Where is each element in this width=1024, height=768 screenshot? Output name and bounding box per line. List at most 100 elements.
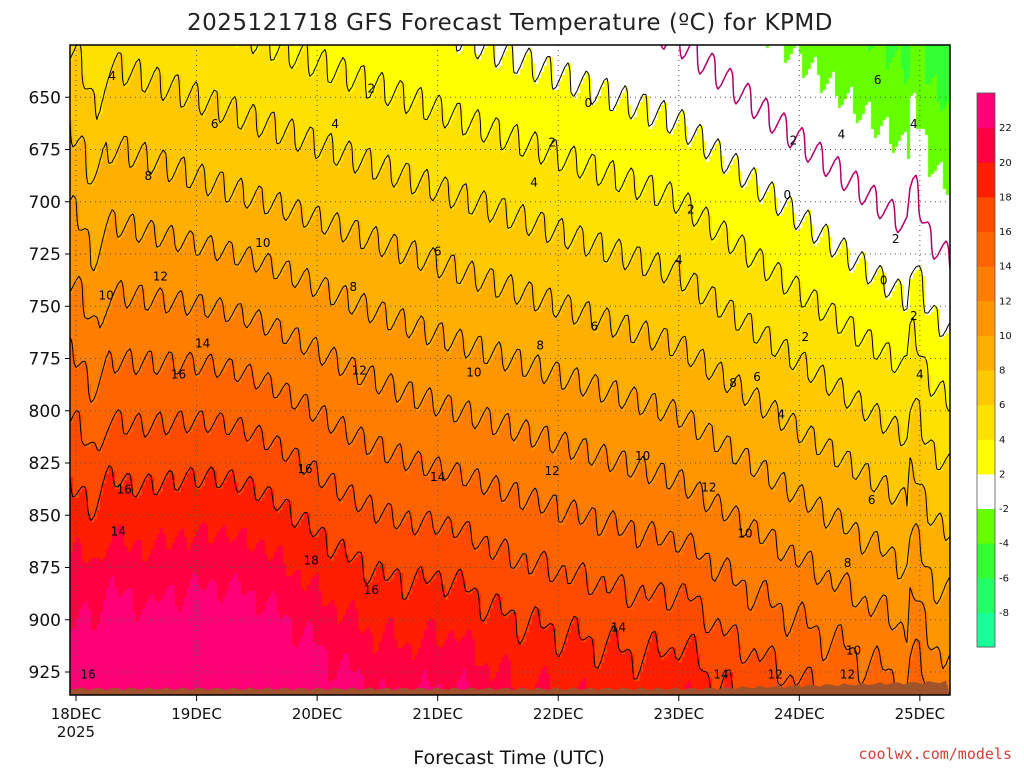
contour-label: 2 [687, 203, 695, 217]
y-tick-label: 775 [29, 350, 61, 370]
contour-label: 16 [117, 483, 132, 497]
contour-label: 2 [548, 136, 556, 150]
colorbar-tick-label: 8 [999, 366, 1005, 377]
contour-8 [70, 119, 950, 542]
colorbar-swatch [977, 404, 995, 440]
y-tick-label: 650 [29, 88, 61, 108]
contour-label: 16 [171, 368, 186, 382]
colorbar-tick-label: 10 [999, 331, 1012, 342]
contour-label: 8 [349, 280, 357, 294]
contour-18 [70, 465, 769, 695]
colorbar-swatch [977, 162, 995, 198]
plot-border [69, 44, 951, 696]
contour-label: 6 [753, 370, 761, 384]
colorbar-swatch [977, 508, 995, 544]
y-tick-label: 925 [29, 663, 61, 683]
x-tick-label: 25DEC [895, 705, 946, 723]
colorbar: -8 -6 -4 -2 2 4 6 8 10 12 14 16 18 20 22 [976, 92, 1012, 648]
y-axis: 650 675 700 725 750 775 800 825 850 875 900 925 [29, 88, 70, 683]
contour-label: 12 [768, 668, 783, 682]
chart-title: 2025121718 GFS Forecast Temperature (ºC)… [187, 10, 833, 36]
colorbar-swatch [977, 612, 995, 648]
contour-label: 16 [297, 462, 312, 476]
x-tick-label: 22DEC [533, 705, 584, 723]
contour-label: 14 [111, 524, 126, 538]
contour-labels: 4 2 0 6 4 2 6 2 4 4 8 4 0 2 2 10 6 4 12 10 8 0 2 2 6 14 8 4 16 12 10 8 6… [80, 69, 923, 682]
x-tick-label: 18DEC [51, 705, 102, 723]
colorbar-swatch [977, 300, 995, 336]
credit-text: coolwx.com/models [858, 745, 1012, 763]
x-tick-label: 20DEC [292, 705, 343, 723]
x-tick-label: 21DEC [412, 705, 463, 723]
contour-6 [70, 45, 950, 471]
contour-label: 8 [729, 376, 737, 390]
contour-label: 14 [611, 621, 626, 635]
colorbar-swatch [977, 127, 995, 163]
x-axis-label: Forecast Time (UTC) [413, 747, 604, 768]
contour-label: 10 [737, 527, 752, 541]
contour-label: 10 [635, 449, 650, 463]
colorbar-tick-label: -4 [999, 539, 1009, 550]
y-tick-label: 725 [29, 245, 61, 265]
contour-label: 4 [777, 407, 785, 421]
contour-label: 14 [195, 336, 210, 350]
contour-label: 12 [153, 269, 168, 283]
y-tick-label: 800 [29, 402, 61, 422]
contour-12 [70, 275, 950, 670]
contour-0 [660, 45, 950, 271]
colorbar-tick-label: 22 [999, 123, 1012, 134]
contour-label: 14 [430, 470, 445, 484]
contour-label: 4 [108, 69, 116, 83]
surface-terrain [70, 680, 950, 695]
colorbar-tick-label: -2 [999, 504, 1009, 515]
y-tick-label: 875 [29, 559, 61, 579]
colorbar-tick-label: -8 [999, 608, 1009, 619]
contour-label: 4 [838, 127, 846, 141]
contour-label: 18 [303, 554, 318, 568]
contour-label: 10 [846, 644, 861, 658]
contour-label: 0 [880, 274, 888, 288]
contour-lines [70, 45, 950, 695]
contour-label: 0 [585, 96, 593, 110]
contour-label: 12 [545, 464, 560, 478]
y-tick-label: 825 [29, 454, 61, 474]
contour-label: 6 [434, 244, 442, 258]
contour-label: 10 [466, 366, 481, 380]
x-tick-label: 23DEC [653, 705, 704, 723]
contour-2 [455, 45, 950, 338]
contour-label: 14 [713, 668, 728, 682]
contour-label: 2 [802, 330, 810, 344]
contour-label: 6 [868, 493, 876, 507]
colorbar-swatch [977, 473, 995, 509]
contour-label: 8 [536, 338, 544, 352]
colorbar-swatch [977, 577, 995, 613]
y-tick-label: 900 [29, 611, 61, 631]
contour-label: 2 [892, 232, 900, 246]
contour-label: 8 [145, 169, 153, 183]
contour-label: 4 [910, 117, 918, 131]
x-tick-label: 19DEC [171, 705, 222, 723]
contour-label: 4 [331, 117, 339, 131]
y-tick-label: 750 [29, 297, 61, 317]
contour-label: 2 [368, 81, 376, 95]
contour-label: 12 [352, 364, 367, 378]
y-tick-label: 700 [29, 193, 61, 213]
contour-label: 4 [675, 253, 683, 267]
colorbar-tick-label: 12 [999, 296, 1012, 307]
contour-label: 4 [530, 175, 538, 189]
contour-label: 12 [840, 668, 855, 682]
colorbar-swatch [977, 93, 995, 129]
colorbar-border [976, 92, 996, 648]
colorbar-tick-label: 18 [999, 192, 1012, 203]
colorbar-tick-label: 20 [999, 158, 1012, 169]
contour-label: 12 [701, 481, 716, 495]
colorbar-swatch [977, 543, 995, 579]
colorbar-swatch [977, 370, 995, 406]
colorbar-swatch [977, 335, 995, 371]
contour-label: 10 [99, 288, 114, 302]
colorbar-swatch [977, 196, 995, 232]
colorbar-swatch [977, 231, 995, 267]
colorbar-tick-label: 14 [999, 262, 1012, 273]
